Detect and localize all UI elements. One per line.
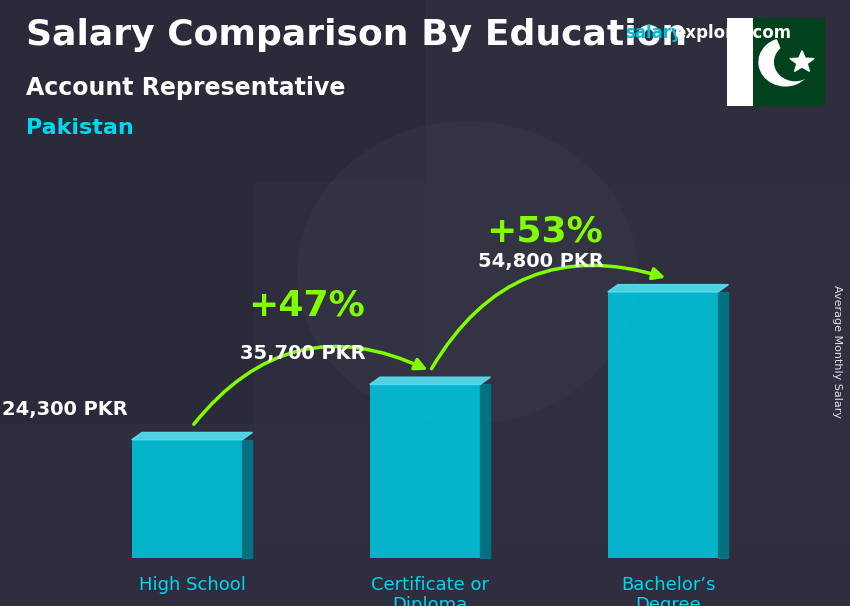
Text: salary: salary <box>625 24 682 42</box>
Polygon shape <box>608 285 728 292</box>
Text: .com: .com <box>746 24 791 42</box>
Text: 35,700 PKR: 35,700 PKR <box>240 344 366 363</box>
Bar <box>0 0 425 424</box>
Bar <box>608 292 718 558</box>
Wedge shape <box>759 40 806 86</box>
Bar <box>727 18 753 106</box>
Bar <box>255 182 850 545</box>
FancyArrowPatch shape <box>432 265 662 368</box>
Polygon shape <box>370 377 490 384</box>
Text: 54,800 PKR: 54,800 PKR <box>478 251 604 271</box>
Text: 24,300 PKR: 24,300 PKR <box>2 399 128 419</box>
Text: Account Representative: Account Representative <box>26 76 345 100</box>
Polygon shape <box>480 384 490 558</box>
Text: High School: High School <box>139 576 246 594</box>
Text: explorer: explorer <box>674 24 753 42</box>
Polygon shape <box>132 433 252 440</box>
Polygon shape <box>718 292 728 558</box>
FancyArrowPatch shape <box>194 347 424 424</box>
Text: Average Monthly Salary: Average Monthly Salary <box>832 285 842 418</box>
Text: Salary Comparison By Education: Salary Comparison By Education <box>26 18 687 52</box>
Circle shape <box>774 44 816 81</box>
Text: Pakistan: Pakistan <box>26 118 133 138</box>
Text: Bachelor’s
Degree: Bachelor’s Degree <box>620 576 716 606</box>
Bar <box>751 18 824 106</box>
Bar <box>132 440 242 558</box>
Ellipse shape <box>298 121 638 424</box>
Text: +47%: +47% <box>247 288 365 322</box>
Polygon shape <box>790 51 814 72</box>
Text: +53%: +53% <box>485 215 603 248</box>
Polygon shape <box>242 440 252 558</box>
Bar <box>370 384 480 558</box>
Text: Certificate or
Diploma: Certificate or Diploma <box>371 576 489 606</box>
